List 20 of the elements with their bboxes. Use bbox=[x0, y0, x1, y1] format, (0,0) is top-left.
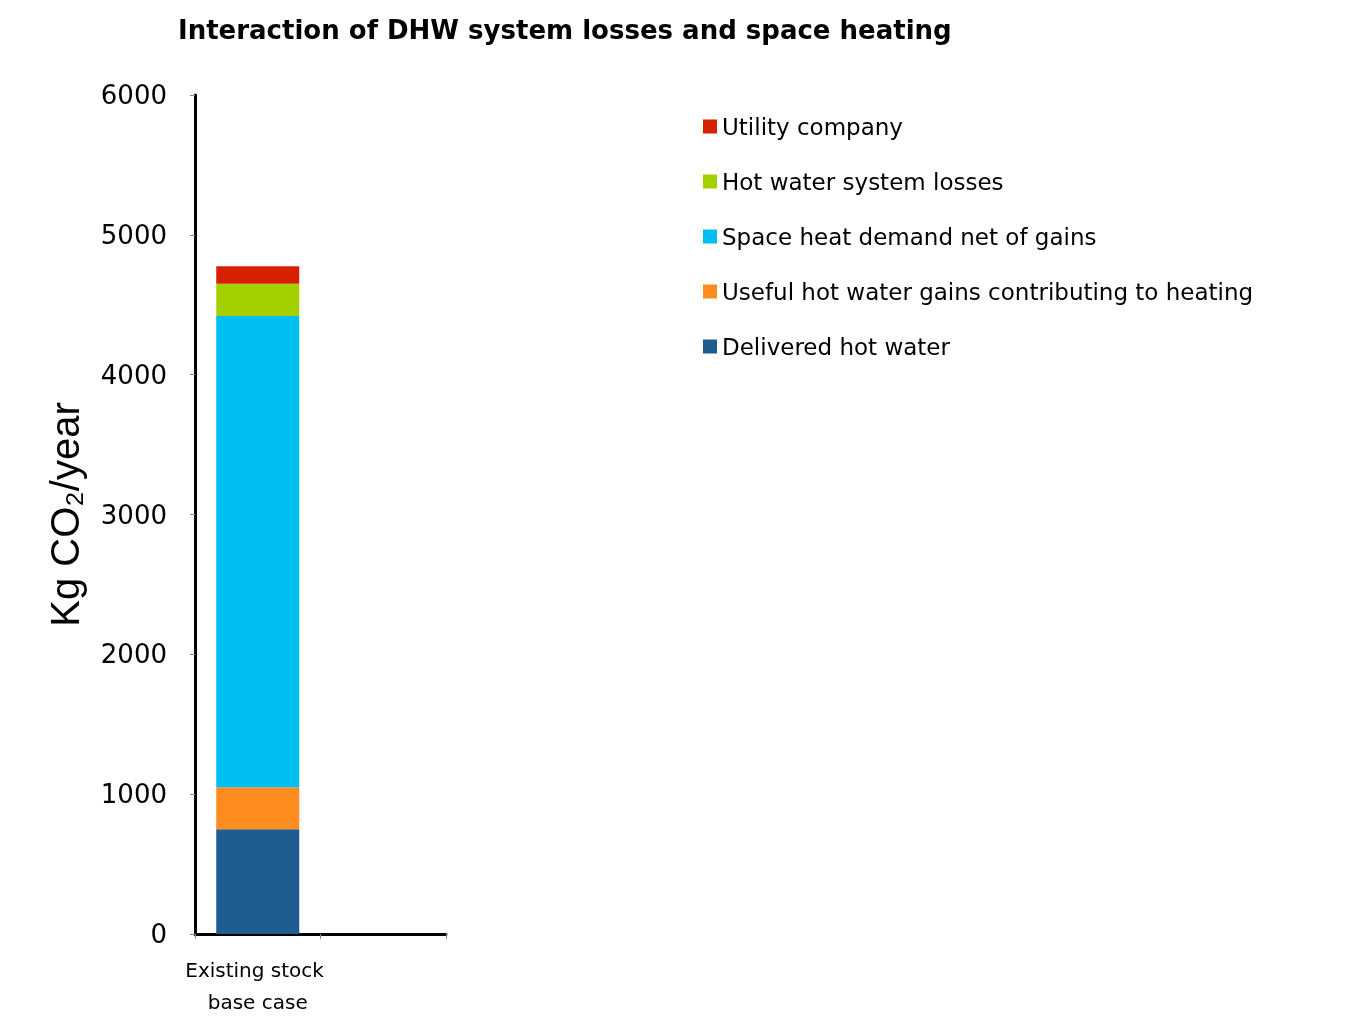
y-tick-label: 4000 bbox=[100, 359, 167, 390]
legend-label: Delivered hot water bbox=[722, 333, 951, 360]
bar bbox=[216, 829, 300, 934]
y-axis-title: Kg CO₂/year bbox=[43, 402, 87, 627]
y-tick-label: 2000 bbox=[100, 639, 167, 670]
bar bbox=[216, 315, 300, 788]
bar bbox=[216, 283, 300, 316]
y-tick-label: 6000 bbox=[100, 80, 167, 110]
y-tick-label: 0 bbox=[150, 919, 167, 949]
legend-label: Utility company bbox=[722, 113, 903, 140]
bar bbox=[216, 787, 300, 830]
legend-label: Useful hot water gains contributing to heating bbox=[722, 278, 1254, 305]
bar bbox=[216, 266, 300, 284]
y-tick-label: 3000 bbox=[100, 499, 167, 530]
y-tick-label: 5000 bbox=[100, 219, 167, 250]
legend-label: Space heat demand net of gains bbox=[722, 223, 1097, 250]
y-tick-label: 1000 bbox=[100, 779, 167, 810]
x-tick-label: Existing stock base case bbox=[185, 958, 331, 1014]
legend-label: Hot water system losses bbox=[722, 168, 1004, 195]
text: Interaction of DHW system losses and space heating bbox=[178, 15, 952, 45]
